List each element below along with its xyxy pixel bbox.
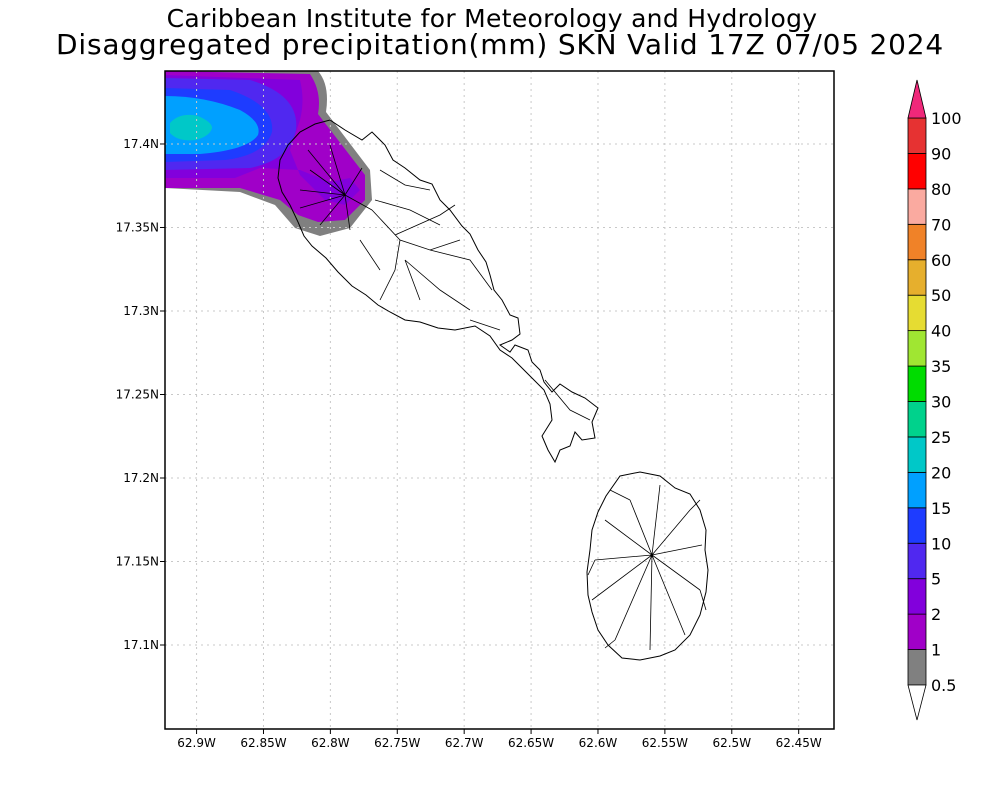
x-tick-label: 62.65W: [508, 736, 554, 750]
colorbar-swatch: [907, 223, 927, 261]
colorbar-swatch: [907, 188, 927, 225]
colorbar-min-arrow: [907, 684, 927, 721]
y-tick-label: 17.25N: [116, 387, 159, 401]
map-title-line-2: Disaggregated precipitation(mm) SKN Vali…: [56, 28, 944, 61]
x-tick-label: 62.8W: [311, 736, 350, 750]
colorbar-label: 50: [931, 286, 951, 305]
colorbar-swatch: [907, 365, 927, 402]
nevis-drainage: [587, 484, 707, 651]
colorbar-label: 15: [931, 499, 951, 518]
st-kitts-drainage: [299, 144, 591, 421]
colorbar-label: 100: [931, 109, 962, 128]
x-tick-label: 62.75W: [374, 736, 420, 750]
y-tick-label: 17.4N: [123, 137, 159, 151]
colorbar-swatch: [907, 613, 927, 650]
precip-contour-20mm: [170, 114, 212, 141]
nevis-island: [586, 471, 709, 661]
colorbar-label: 25: [931, 428, 951, 447]
x-axis: 62.9W 62.85W 62.8W 62.75W 62.7W 62.65W 62.6W 62…: [177, 729, 822, 750]
x-tick-label: 62.55W: [642, 736, 688, 750]
colorbar-label: 10: [931, 534, 951, 553]
colorbar-swatch: [907, 153, 927, 190]
colorbar-label: 2: [931, 605, 941, 624]
x-tick-label: 62.6W: [579, 736, 618, 750]
colorbar-swatch: [907, 330, 927, 367]
colorbar-label: 40: [931, 322, 951, 341]
y-tick-label: 17.3N: [123, 304, 159, 318]
x-tick-label: 62.7W: [445, 736, 484, 750]
x-tick-label: 62.5W: [712, 736, 751, 750]
colorbar-swatch: [907, 578, 927, 615]
colorbar-max-arrow: [907, 79, 927, 119]
colorbar-label: 20: [931, 463, 951, 482]
x-tick-label: 62.9W: [177, 736, 216, 750]
y-tick-label: 17.15N: [116, 554, 159, 568]
colorbar-label: 35: [931, 357, 951, 376]
colorbar-swatch: [907, 471, 927, 509]
y-tick-label: 17.2N: [123, 471, 159, 485]
colorbar-swatch: [907, 649, 927, 686]
colorbar-swatch: [907, 117, 927, 154]
colorbar-swatch: [907, 259, 927, 296]
y-tick-label: 17.35N: [116, 220, 159, 234]
map-title-line-1: Caribbean Institute for Meteorology and …: [166, 4, 818, 33]
colorbar-label: 90: [931, 144, 951, 163]
colorbar-swatch: [907, 507, 927, 544]
colorbar-swatch: [907, 436, 927, 473]
colorbar-label: 0.5: [931, 676, 956, 695]
colorbar-label: 70: [931, 215, 951, 234]
st-kitts-island: [277, 119, 599, 464]
st-kitts-coastline: [277, 119, 599, 464]
colorbar-label: 1: [931, 641, 941, 660]
nevis-coastline: [586, 471, 709, 661]
colorbar-swatch: [907, 401, 927, 438]
x-tick-label: 62.45W: [776, 736, 822, 750]
colorbar-label: 80: [931, 180, 951, 199]
plot-frame: [164, 70, 835, 730]
x-tick-label: 62.85W: [240, 736, 286, 750]
colorbar-label: 60: [931, 251, 951, 270]
y-axis: 17.4N 17.35N 17.3N 17.25N 17.2N 17.15N 17.1N: [116, 137, 165, 652]
colorbar-swatch: [907, 542, 927, 580]
colorbar-swatch: [907, 294, 927, 332]
colorbar-label: 30: [931, 393, 951, 412]
y-tick-label: 17.1N: [123, 638, 159, 652]
colorbar-label: 5: [931, 570, 941, 589]
